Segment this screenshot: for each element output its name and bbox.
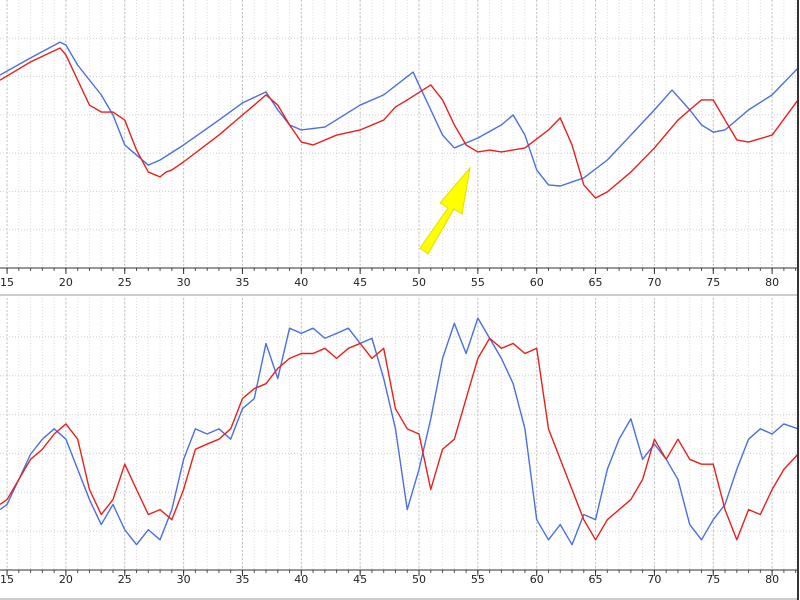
x-tick-label: 70	[647, 276, 661, 289]
x-tick-label: 75	[706, 573, 720, 586]
x-tick-label: 20	[59, 573, 73, 586]
x-tick-label: 25	[118, 573, 132, 586]
x-tick-label: 20	[59, 276, 73, 289]
x-tick-label: 80	[765, 276, 779, 289]
x-tick-label: 55	[471, 573, 485, 586]
x-tick-label: 50	[412, 573, 426, 586]
series-line	[0, 41, 799, 187]
x-tick-label: 80	[765, 573, 779, 586]
x-tick-label: 30	[177, 276, 191, 289]
x-tick-label: 65	[589, 276, 603, 289]
x-tick-label: 50	[412, 276, 426, 289]
x-tick-label: 30	[177, 573, 191, 586]
x-tick-label: 75	[706, 276, 720, 289]
x-tick-label: 15	[0, 573, 14, 586]
series-line	[0, 337, 799, 541]
x-tick-label: 60	[530, 573, 544, 586]
annotation-arrow	[419, 166, 471, 255]
x-tick-label: 40	[294, 573, 308, 586]
plot-area	[0, 0, 798, 268]
x-tick-label: 65	[589, 573, 603, 586]
x-tick-label: 40	[294, 276, 308, 289]
x-tick-label: 60	[530, 276, 544, 289]
x-tick-label: 15	[0, 276, 14, 289]
plot-area	[0, 298, 798, 570]
series-line	[0, 317, 799, 546]
x-tick-label: 55	[471, 276, 485, 289]
x-tick-label: 45	[353, 573, 367, 586]
x-tick-label: 35	[235, 276, 249, 289]
x-tick-label: 25	[118, 276, 132, 289]
x-tick-label: 35	[235, 573, 249, 586]
x-tick-label: 45	[353, 276, 367, 289]
series-line	[0, 47, 799, 199]
x-tick-label: 70	[647, 573, 661, 586]
